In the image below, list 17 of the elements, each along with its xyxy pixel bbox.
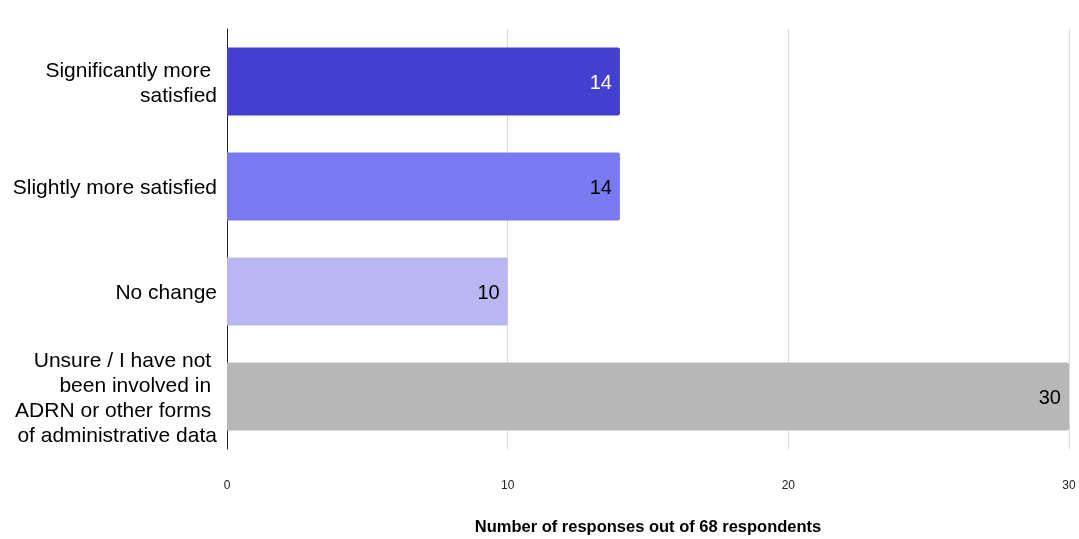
data-label: 14 — [589, 175, 612, 198]
data-label: 14 — [589, 70, 612, 93]
bar — [227, 47, 620, 116]
data-label: 10 — [477, 280, 500, 303]
x-tick-label: 10 — [500, 478, 515, 492]
y-tick-label: Significantly more satisfied — [45, 57, 217, 106]
bar — [227, 257, 508, 326]
x-tick-label: 0 — [223, 478, 231, 492]
x-axis-title: Number of responses out of 68 respondents — [474, 516, 822, 535]
x-tick-label: 30 — [1062, 478, 1076, 492]
y-tick-label: Slightly more satisfied — [12, 175, 217, 198]
bar — [227, 362, 1069, 431]
bar — [227, 152, 620, 221]
x-tick-label: 20 — [781, 478, 796, 492]
y-tick-label: Unsure / I have not been involved in ADRN or other forms of administrative data — [15, 347, 218, 446]
data-label: 30 — [1038, 385, 1061, 408]
y-tick-label: No change — [115, 280, 217, 303]
